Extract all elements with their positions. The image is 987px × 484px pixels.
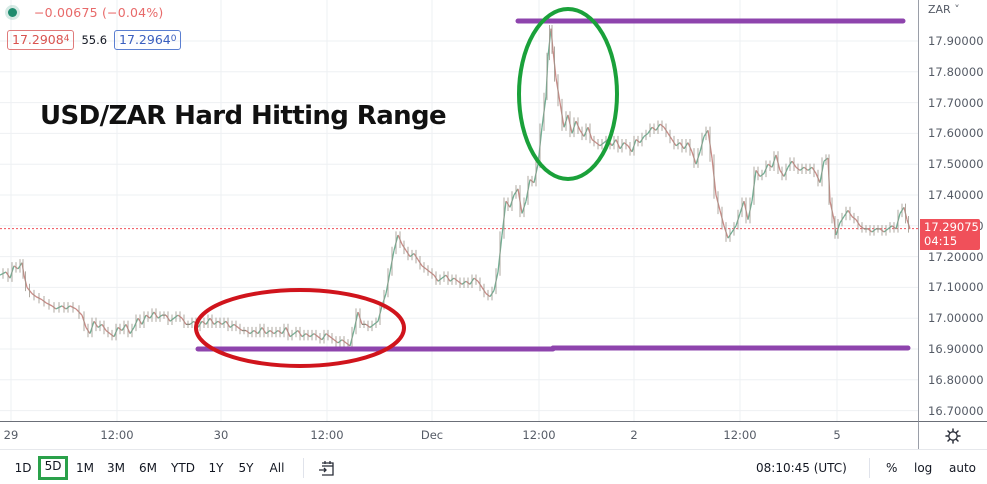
log-scale-toggle[interactable]: log [914,461,933,475]
bottom-toolbar: 1D 5D 1M 3M 6M YTD 1Y 5Y All 08:10:45 (UTC) % lo… [0,449,987,484]
calendar-goto-icon [319,461,334,476]
buy-price-button[interactable]: 17.29640 [114,30,182,50]
price-axis-tick: 17.20000 [928,249,984,264]
price-axis-tick: 16.70000 [928,403,984,418]
range-button-6m[interactable]: 6M [139,461,157,475]
time-axis-tick: 30 [213,428,229,442]
utc-clock[interactable]: 08:10:45 (UTC) [756,461,847,475]
chart-settings-button[interactable] [918,421,987,449]
time-axis-tick: 29 [3,428,19,442]
auto-scale-toggle[interactable]: auto [949,461,977,475]
range-button-ytd[interactable]: YTD [171,461,195,475]
price-axis-tick: 17.60000 [928,126,984,141]
price-chart-canvas[interactable] [0,0,918,421]
time-axis-tick: Dec [420,428,444,442]
currency-selector[interactable]: ZAR ˅ [928,3,960,16]
price-axis-tick: 17.50000 [928,157,984,172]
last-price-tag: 17.29075 04:15 [920,219,980,250]
toolbar-divider [303,458,304,478]
market-status-dot-icon [8,7,17,17]
range-button-1m[interactable]: 1M [76,461,94,475]
toolbar-divider [869,458,870,478]
time-axis-tick: 12:00 [100,428,134,442]
range-button-all[interactable]: All [269,461,285,475]
percent-scale-toggle[interactable]: % [886,461,898,475]
spike-high-ellipse [517,7,619,181]
price-axis-tick: 17.80000 [928,64,984,79]
range-low-ellipse [194,288,406,368]
sell-price-button[interactable]: 17.29084 [7,30,75,50]
range-button-5y[interactable]: 5Y [238,461,254,475]
price-axis-tick: 17.40000 [928,188,984,202]
gear-icon [945,427,961,444]
bar-countdown: 04:15 [924,234,958,248]
chart-grid [0,0,918,421]
legend-quote-row: 17.29084 55.6 17.29640 [7,30,182,50]
price-axis-tick: 16.80000 [928,372,984,387]
time-axis-tick: 12:00 [310,428,344,442]
range-button-5d[interactable]: 5D [38,456,68,480]
time-axis-tick: 5 [833,428,841,442]
goto-date-button[interactable] [318,460,336,481]
price-axis-tick: 17.00000 [928,311,984,326]
price-axis[interactable]: ZAR ˅ 17.90000 17.80000 17.70000 17.60000 17… [918,0,987,421]
chart-headline: USD/ZAR Hard Hitting Range [40,101,447,131]
range-button-3m[interactable]: 3M [107,461,125,475]
price-axis-tick: 17.90000 [928,34,984,48]
range-button-1d[interactable]: 1D [14,461,32,475]
spread-value: 55.6 [81,33,108,47]
legend-change-row: −0.00675 (−0.04%) [8,3,163,21]
price-change: −0.00675 (−0.04%) [34,4,164,20]
time-axis-tick: 12:00 [723,428,757,442]
price-series [0,24,911,350]
price-axis-tick: 16.90000 [928,342,984,356]
range-button-1y[interactable]: 1Y [208,461,224,475]
time-axis[interactable]: 29 12:00 30 12:00 Dec 12:00 2 12:00 5 [0,421,918,449]
time-axis-tick: 2 [630,428,638,442]
price-axis-tick: 17.70000 [928,95,984,110]
time-axis-tick: 12:00 [522,428,556,442]
price-axis-tick: 17.10000 [928,280,984,295]
